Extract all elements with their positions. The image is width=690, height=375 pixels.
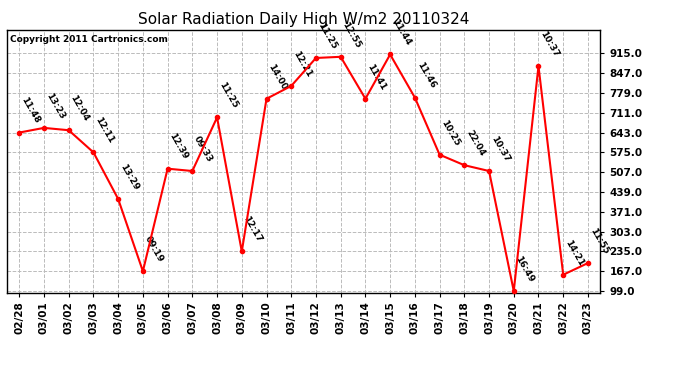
Text: 11:41: 11:41 — [366, 62, 388, 92]
Text: 10:25: 10:25 — [440, 118, 462, 147]
Text: 11:55: 11:55 — [588, 226, 610, 256]
Text: 12:39: 12:39 — [168, 132, 190, 161]
Text: 11:25: 11:25 — [217, 81, 239, 110]
Text: 13:29: 13:29 — [118, 162, 140, 192]
Text: 11:44: 11:44 — [390, 18, 413, 47]
Text: 11:46: 11:46 — [415, 61, 437, 90]
Text: 09:19: 09:19 — [143, 234, 165, 264]
Text: 12:21: 12:21 — [291, 50, 313, 79]
Text: 10:37: 10:37 — [489, 134, 511, 164]
Title: Solar Radiation Daily High W/m2 20110324: Solar Radiation Daily High W/m2 20110324 — [138, 12, 469, 27]
Text: 09:33: 09:33 — [193, 134, 215, 164]
Text: 12:55: 12:55 — [341, 20, 363, 50]
Text: 12:11: 12:11 — [93, 116, 115, 145]
Text: 12:04: 12:04 — [69, 94, 91, 123]
Text: 14:21: 14:21 — [563, 238, 585, 267]
Text: Copyright 2011 Cartronics.com: Copyright 2011 Cartronics.com — [10, 35, 168, 44]
Text: 16:49: 16:49 — [514, 254, 536, 284]
Text: 11:48: 11:48 — [19, 96, 41, 125]
Text: 12:17: 12:17 — [241, 215, 264, 244]
Text: 11:25: 11:25 — [316, 21, 338, 51]
Text: 13:23: 13:23 — [44, 92, 66, 121]
Text: 14:00: 14:00 — [266, 62, 288, 92]
Text: 22:04: 22:04 — [464, 129, 486, 158]
Text: 10:37: 10:37 — [538, 30, 560, 59]
